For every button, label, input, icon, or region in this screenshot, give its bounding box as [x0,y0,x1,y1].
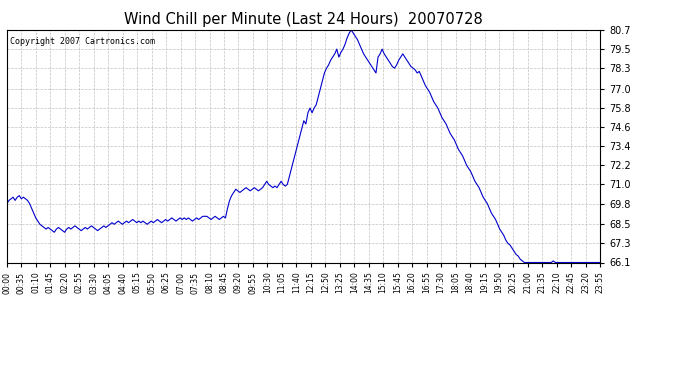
Text: Copyright 2007 Cartronics.com: Copyright 2007 Cartronics.com [10,37,155,46]
Title: Wind Chill per Minute (Last 24 Hours)  20070728: Wind Chill per Minute (Last 24 Hours) 20… [124,12,483,27]
